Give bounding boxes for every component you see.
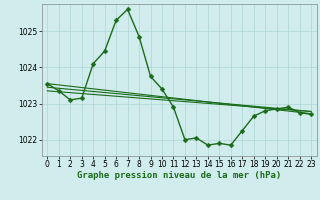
X-axis label: Graphe pression niveau de la mer (hPa): Graphe pression niveau de la mer (hPa) xyxy=(77,171,281,180)
